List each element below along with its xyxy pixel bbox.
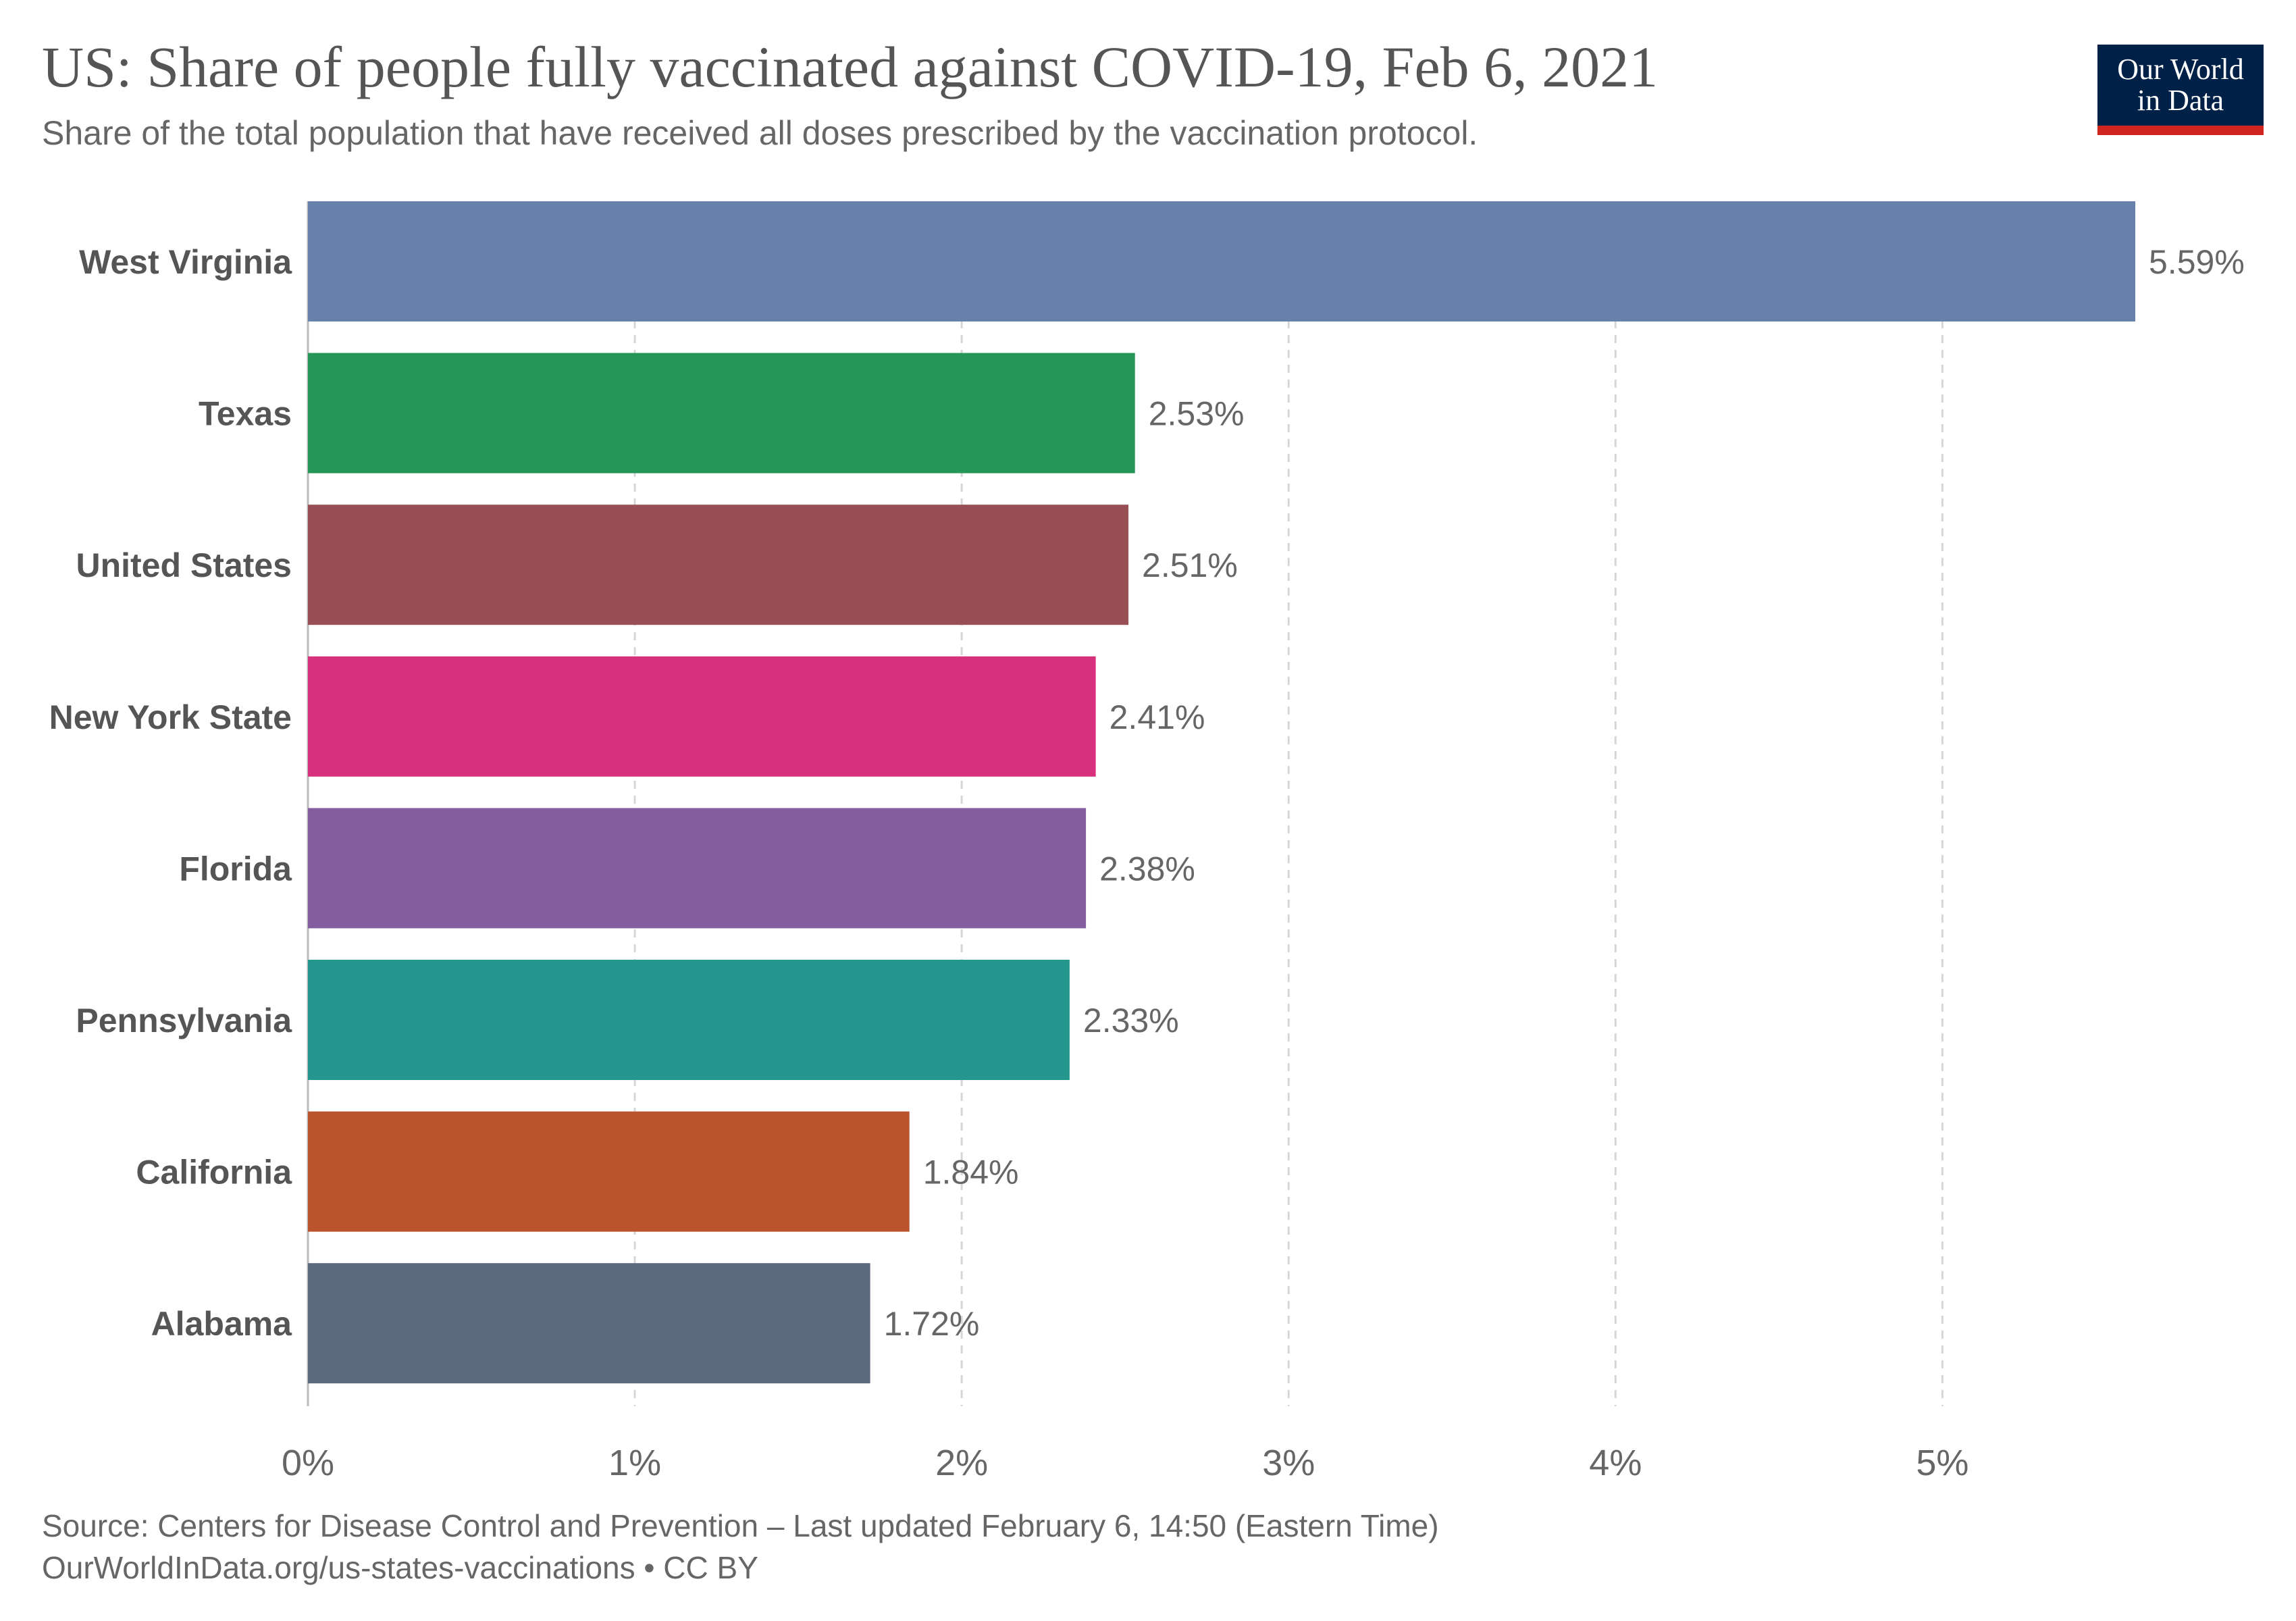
value-label: 2.51% bbox=[1142, 546, 1238, 584]
bar-chart: West Virginia 5.59% Texas 2.53% United State… bbox=[49, 201, 2245, 1483]
bars: West Virginia 5.59% Texas 2.53% United State… bbox=[49, 201, 2245, 1384]
value-label: 1.84% bbox=[923, 1154, 1019, 1191]
logo-line-2: in Data bbox=[2137, 84, 2224, 117]
bar-pennsylvania[interactable] bbox=[308, 960, 1070, 1080]
category-label: West Virginia bbox=[79, 243, 292, 281]
category-label: New York State bbox=[49, 698, 292, 736]
chart-subtitle: Share of the total population that have … bbox=[42, 114, 1478, 152]
value-label: 2.41% bbox=[1110, 698, 1205, 736]
bar-west-virginia[interactable] bbox=[308, 201, 2135, 321]
bar-united-states[interactable] bbox=[308, 505, 1129, 625]
value-label: 1.72% bbox=[884, 1305, 980, 1343]
bar-florida[interactable] bbox=[308, 808, 1087, 929]
category-label: United States bbox=[76, 546, 292, 584]
value-label: 2.38% bbox=[1099, 850, 1195, 887]
category-label: California bbox=[136, 1154, 292, 1191]
x-tick-label: 4% bbox=[1589, 1443, 1642, 1483]
source-link[interactable]: OurWorldInData.org/us-states-vaccination… bbox=[42, 1550, 758, 1585]
x-tick-label: 1% bbox=[608, 1443, 661, 1483]
category-label: Pennsylvania bbox=[76, 1002, 292, 1039]
x-tick-label: 0% bbox=[282, 1443, 334, 1483]
value-label: 5.59% bbox=[2149, 243, 2245, 281]
x-tick-label: 2% bbox=[935, 1443, 988, 1483]
category-label: Florida bbox=[179, 850, 292, 887]
logo-line-1: Our World bbox=[2117, 52, 2244, 86]
x-tick-label: 3% bbox=[1262, 1443, 1315, 1483]
value-label: 2.33% bbox=[1083, 1002, 1179, 1039]
bar-new-york-state[interactable] bbox=[308, 656, 1096, 777]
chart-title: US: Share of people fully vaccinated aga… bbox=[42, 34, 1659, 99]
x-axis-ticks: 0% 1% 2% 3% 4% 5% bbox=[282, 1443, 1968, 1483]
value-label: 2.53% bbox=[1149, 395, 1245, 433]
owid-logo[interactable]: Our World in Data bbox=[2097, 45, 2264, 135]
bar-california[interactable] bbox=[308, 1111, 910, 1232]
source-note: Source: Centers for Disease Control and … bbox=[42, 1508, 1439, 1543]
category-label: Alabama bbox=[151, 1305, 293, 1343]
bar-texas[interactable] bbox=[308, 353, 1135, 473]
category-label: Texas bbox=[199, 395, 292, 433]
x-tick-label: 5% bbox=[1916, 1443, 1968, 1483]
bar-alabama[interactable] bbox=[308, 1263, 870, 1384]
